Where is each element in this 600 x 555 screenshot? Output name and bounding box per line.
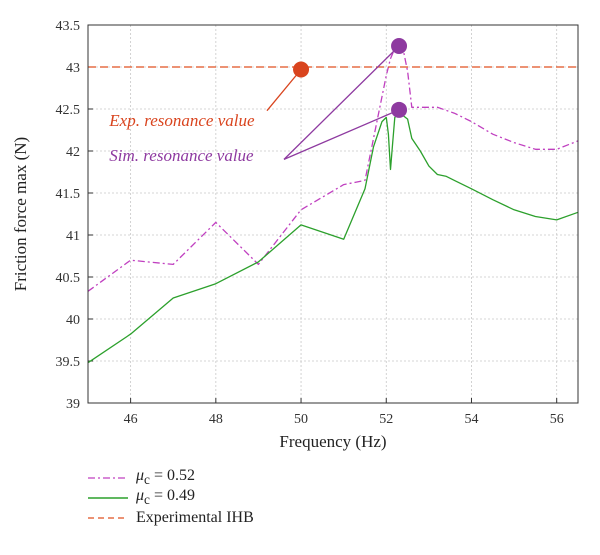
y-tick-label: 40.5	[56, 271, 81, 286]
resonance-marker	[391, 38, 408, 54]
x-tick-label: 54	[464, 412, 478, 427]
annotation-leader-line	[266, 69, 302, 112]
y-tick-label: 42	[66, 145, 80, 160]
annotation-text: Sim. resonance value	[109, 146, 254, 165]
legend-label-mu-049: μc = 0.49	[136, 487, 195, 508]
y-tick-label: 39	[66, 397, 80, 412]
y-tick-label: 39.5	[56, 355, 81, 370]
x-tick-label: 50	[294, 412, 308, 427]
plot-area	[88, 25, 578, 403]
legend-item-experimental-ihb: Experimental IHB	[88, 508, 254, 528]
x-tick-label: 56	[550, 412, 564, 427]
x-tick-label: 52	[379, 412, 393, 427]
y-tick-label: 43.5	[56, 19, 81, 34]
annotation-text: Exp. resonance value	[108, 111, 255, 130]
y-tick-label: 40	[66, 313, 80, 328]
annotation-leader-line	[283, 45, 400, 160]
legend-item-mu-052: μc = 0.52	[88, 467, 254, 488]
y-tick-label: 43	[66, 61, 80, 76]
friction-force-chart: 46 48 50 52 54 56 39 39.5 40 40.5 41 41.5 42 42.5 43 43…	[11, 19, 579, 451]
chart-legend: μc = 0.52 μc = 0.49 Experimental IHB	[88, 467, 254, 528]
y-tick-label: 42.5	[56, 103, 81, 118]
legend-swatch-solid	[88, 497, 128, 499]
legend-swatch-dashed	[88, 517, 128, 519]
x-tick-label: 46	[124, 412, 138, 427]
y-axis-label: Friction force max (N)	[11, 137, 30, 291]
x-axis-label: Frequency (Hz)	[279, 432, 386, 451]
resonance-marker	[391, 101, 408, 118]
annotation-leader-line	[283, 109, 400, 160]
legend-label-experimental-ihb: Experimental IHB	[136, 509, 254, 526]
legend-item-mu-049: μc = 0.49	[88, 487, 254, 508]
y-tick-label: 41.5	[56, 187, 81, 202]
resonance-marker	[293, 61, 310, 78]
legend-swatch-dashdot	[88, 477, 128, 479]
legend-label-mu-052: μc = 0.52	[136, 467, 195, 488]
plot-frame	[87, 24, 579, 404]
y-tick-label: 41	[66, 229, 80, 244]
x-tick-label: 48	[209, 412, 223, 427]
